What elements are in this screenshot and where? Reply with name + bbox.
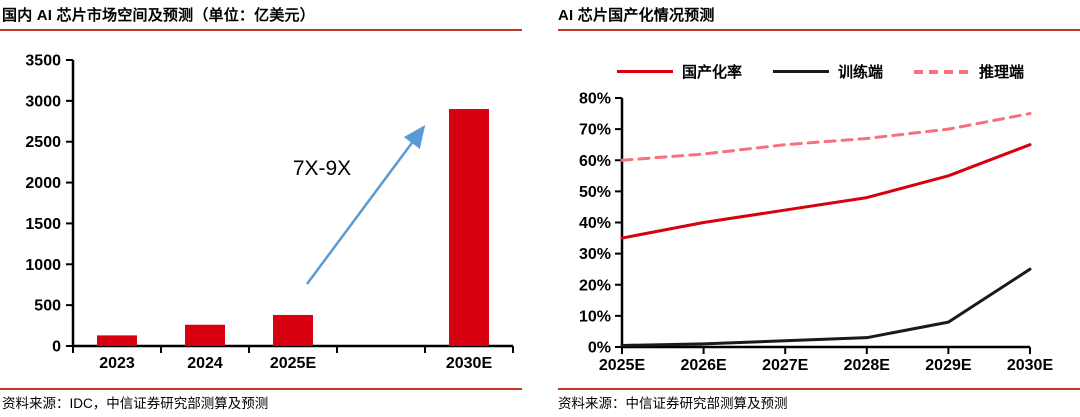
series-line-训练端 (620, 267, 1032, 347)
legend-label-domestic-rate: 国产化率 (682, 64, 743, 81)
x-axis-label: 2024 (187, 355, 223, 372)
x-axis-label: 2030E (1007, 357, 1054, 374)
series-line-国产化率 (620, 143, 1032, 240)
line-chart: 0% 10% 20% 30% 40% 50% 60% 70% 80% 2025E 2026E 2027… (579, 91, 1054, 375)
right-title-rule (558, 29, 1080, 31)
left-title-rule (0, 29, 522, 31)
y-axis-label: 500 (34, 298, 61, 315)
y-axis-label: 10% (579, 308, 611, 325)
y-axis-label: 60% (579, 153, 611, 170)
x-axis-label: 2030E (446, 355, 493, 372)
bar-2023 (97, 335, 137, 346)
left-source-text: 资料来源：IDC，中信证券研究部测算及预测 (2, 396, 269, 411)
y-axis-label: 0 (52, 339, 61, 356)
pink-dashed-swatch-icon (914, 69, 971, 74)
growth-arrow-icon (305, 124, 426, 285)
legend-item-domestic-rate: 国产化率 (617, 61, 742, 82)
series-line-推理端 (620, 112, 1032, 162)
legend: 国产化率 训练端 推理端 (617, 61, 1024, 82)
legend-label-training: 训练端 (838, 64, 884, 81)
y-axis-label: 3500 (25, 53, 61, 70)
y-axis-label: 30% (579, 246, 611, 263)
x-axis-label: 2025E (599, 357, 646, 374)
y-axis-label: 20% (579, 277, 611, 294)
y-axis-label: 80% (579, 91, 611, 108)
y-axis-label: 2000 (25, 175, 61, 192)
y-axis-label: 50% (579, 184, 611, 201)
x-axis-label: 2029E (925, 357, 972, 374)
red-line-swatch-icon (617, 70, 673, 73)
x-axis-label: 2023 (99, 355, 135, 372)
x-axis-label: 2027E (762, 357, 809, 374)
x-axis-label: 2025E (270, 355, 317, 372)
y-axis-label: 70% (579, 122, 611, 139)
legend-label-inference: 推理端 (979, 64, 1025, 81)
x-axis-label: 2026E (680, 357, 727, 374)
black-line-swatch-icon (773, 70, 830, 73)
legend-item-training: 训练端 (773, 61, 883, 82)
bar-2024 (185, 324, 225, 346)
bar-2025E (273, 314, 313, 346)
bar-chart: 0 500 1000 1500 2000 2500 3000 3500 2023 2024 2025… (25, 53, 514, 372)
legend-item-inference: 推理端 (914, 61, 1024, 82)
growth-annotation: 7X-9X (293, 157, 351, 180)
y-axis-label: 1500 (25, 216, 61, 233)
right-source-text: 资料来源：中信证券研究部测算及预测 (558, 396, 788, 411)
bar-2030E (449, 109, 489, 347)
y-axis-label: 3000 (25, 93, 61, 110)
line-chart-area: 0% 10% 20% 30% 40% 50% 60% 70% 80% 2025E 2026E 2027… (540, 35, 1080, 380)
left-source-rule (0, 388, 522, 390)
y-axis-label: 0% (588, 340, 611, 357)
y-axis-label: 1000 (25, 257, 61, 274)
left-chart-title: 国内 AI 芯片市场空间及预测（单位：亿美元） (2, 7, 315, 24)
bar-chart-area: 0 500 1000 1500 2000 2500 3000 3500 2023 2024 2025… (0, 35, 540, 380)
x-axis-label: 2028E (844, 357, 891, 374)
y-axis-label: 40% (579, 215, 611, 232)
right-chart-title: AI 芯片国产化情况预测 (558, 7, 715, 24)
right-source-rule (558, 388, 1080, 390)
y-axis-label: 2500 (25, 134, 61, 151)
